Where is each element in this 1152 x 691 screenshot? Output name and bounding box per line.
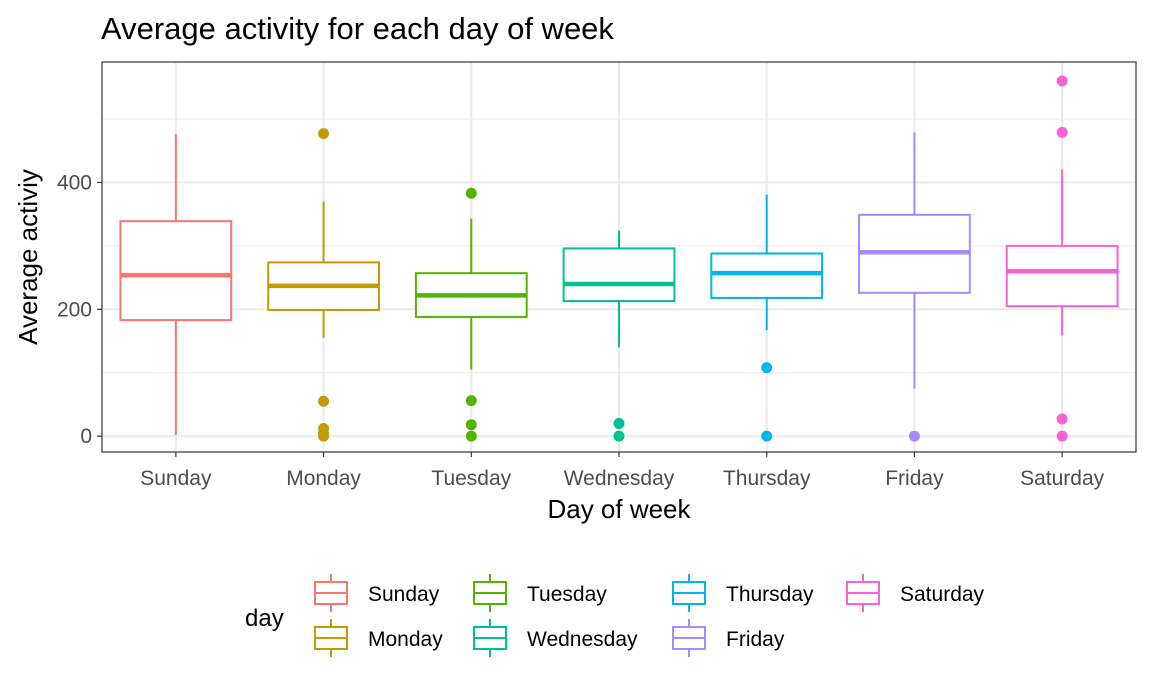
outlier-point	[613, 417, 625, 429]
legend-label: Wednesday	[527, 628, 638, 651]
x-tick-label: Thursday	[723, 467, 811, 490]
legend-item-monday: Monday	[314, 619, 443, 657]
legend-label: Tuesday	[527, 583, 607, 606]
box-thursday	[710, 194, 824, 442]
outlier-point	[908, 430, 920, 442]
outlier-point	[318, 395, 330, 407]
outlier-point	[1056, 126, 1068, 138]
outlier-point	[465, 419, 477, 431]
x-tick-label: Friday	[885, 467, 944, 490]
legend-item-thursday: Thursday	[672, 574, 814, 612]
legend-item-friday: Friday	[672, 619, 785, 657]
box-saturday	[1005, 75, 1119, 442]
box-iqr	[1005, 244, 1119, 308]
y-tick-label: 200	[57, 298, 92, 321]
legend-item-saturday: Saturday	[846, 574, 985, 612]
chart-title: Average activity for each day of week	[101, 11, 614, 46]
legend-label: Friday	[726, 628, 785, 651]
legend-label: Monday	[368, 628, 443, 651]
box-iqr	[710, 252, 824, 299]
legend-item-sunday: Sunday	[314, 574, 440, 612]
box-monday	[267, 128, 380, 442]
x-tick-label: Monday	[286, 467, 361, 490]
legend-title: day	[245, 605, 284, 632]
outlier-point	[318, 128, 330, 140]
x-axis: Sunday Monday Tuesday Wednesday Thursday Frid…	[140, 452, 1105, 490]
x-axis-title: Day of week	[547, 494, 691, 524]
outlier-point	[318, 430, 330, 442]
legend-item-wednesday: Wednesday	[473, 619, 638, 657]
box-iqr	[119, 220, 233, 322]
box-series	[119, 75, 1119, 442]
outlier-point	[761, 430, 773, 442]
x-tick-label: Saturday	[1020, 467, 1105, 490]
outlier-point	[1056, 75, 1068, 87]
outlier-point	[465, 187, 477, 199]
box-iqr	[562, 247, 676, 303]
y-axis: 0 200 400	[57, 171, 102, 448]
legend-item-tuesday: Tuesday	[473, 574, 607, 612]
x-tick-label: Sunday	[140, 467, 212, 490]
outlier-point	[761, 362, 773, 374]
legend-label: Saturday	[900, 583, 985, 606]
box-wednesday	[562, 230, 676, 442]
x-tick-label: Tuesday	[431, 467, 511, 490]
y-tick-label: 0	[80, 425, 92, 448]
outlier-point	[465, 395, 477, 407]
outlier-point	[1056, 413, 1068, 425]
x-tick-label: Wednesday	[564, 467, 675, 490]
outlier-point	[1056, 430, 1068, 442]
outlier-point	[613, 430, 625, 442]
box-sunday	[119, 134, 233, 435]
outlier-point	[465, 430, 477, 442]
box-tuesday	[414, 187, 528, 442]
legend-label: Thursday	[726, 583, 814, 606]
y-axis-title: Average activiy	[13, 169, 43, 345]
legend: day Sunday Monday Tuesday Wednesday Thursday…	[245, 574, 985, 657]
legend-label: Sunday	[368, 583, 440, 606]
y-tick-label: 400	[57, 171, 92, 194]
box-friday	[858, 132, 971, 442]
